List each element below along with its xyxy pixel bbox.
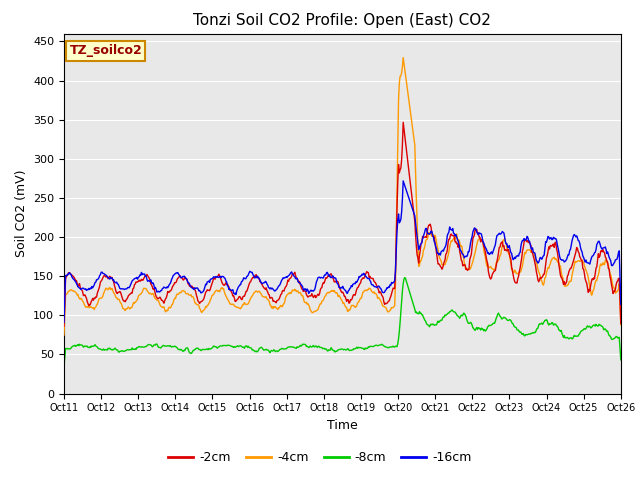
Title: Tonzi Soil CO2 Profile: Open (East) CO2: Tonzi Soil CO2 Profile: Open (East) CO2 [193, 13, 492, 28]
X-axis label: Time: Time [327, 419, 358, 432]
Legend: -2cm, -4cm, -8cm, -16cm: -2cm, -4cm, -8cm, -16cm [163, 446, 477, 469]
Y-axis label: Soil CO2 (mV): Soil CO2 (mV) [15, 170, 28, 257]
Text: TZ_soilco2: TZ_soilco2 [70, 44, 142, 58]
